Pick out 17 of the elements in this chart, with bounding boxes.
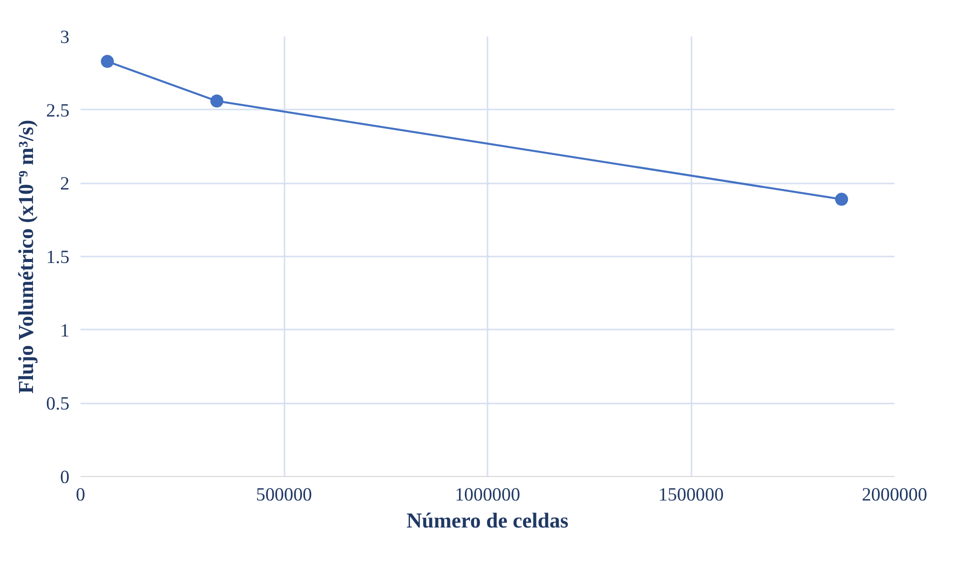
x-axis-title: Número de celdas	[406, 508, 568, 532]
y-axis-title: Flujo Volumétrico (x10⁻⁹ m³/s)	[14, 120, 38, 394]
point	[100, 54, 114, 68]
point	[835, 192, 848, 206]
y-tick-label: 1	[60, 320, 70, 342]
y-tick-label: 0	[60, 467, 70, 488]
x-tick-label: 2000000	[862, 484, 928, 506]
y-tick-label: 0.5	[46, 394, 70, 415]
x-tick-label: 1500000	[658, 484, 724, 506]
point	[210, 94, 224, 108]
y-tick-label: 2.5	[46, 100, 70, 122]
x-tick-label: 1000000	[454, 484, 520, 506]
x-tick-label: 500000	[256, 484, 312, 506]
y-tick-label: 1.5	[46, 247, 70, 268]
y-tick-label: 3	[60, 27, 70, 48]
x-tick-label: 0	[76, 484, 86, 506]
y-tick-label: 2	[60, 174, 70, 195]
